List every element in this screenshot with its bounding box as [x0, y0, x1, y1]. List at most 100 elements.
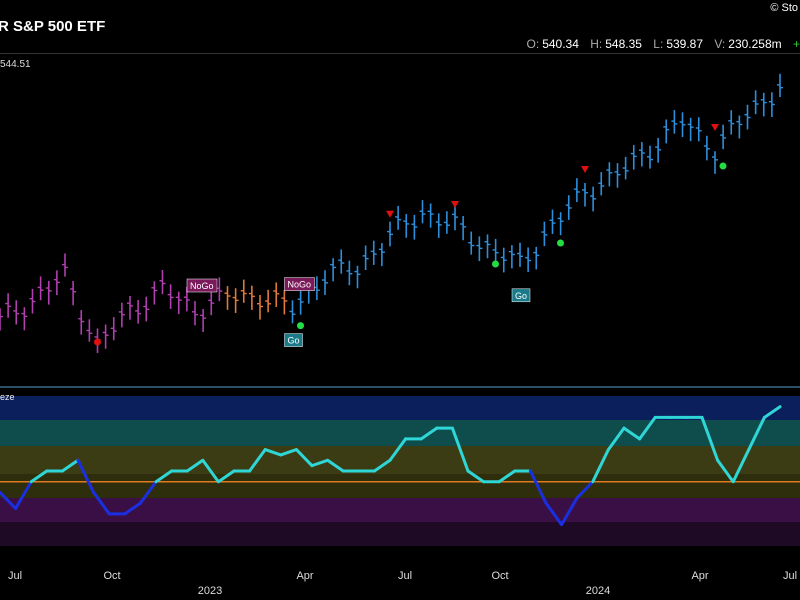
ohlc-readout: O: 540.34 H: 548.35 L: 539.87 V: 230.258m +: [519, 37, 800, 51]
oscillator-segment: [731, 448, 751, 484]
price-bar: [736, 115, 743, 139]
price-bar: [411, 214, 418, 240]
price-bar: [322, 270, 328, 295]
price-bar: [110, 317, 117, 341]
oscillator-label: eze: [0, 392, 15, 402]
regime-label-box: [511, 288, 531, 303]
price-bar: [419, 200, 426, 224]
price-bar: [452, 205, 458, 231]
price-bar: [671, 110, 678, 134]
price-bar: [216, 277, 223, 302]
price-bar: [257, 295, 263, 320]
price-bar: [395, 205, 402, 230]
regime-labels: NoGo NoGo Go Go: [186, 277, 531, 347]
price-bar: [427, 203, 434, 228]
price-bar: [598, 172, 605, 196]
oscillator-segment: [138, 480, 158, 505]
oscillator-segment: [310, 458, 330, 468]
price-bar: [614, 163, 621, 188]
price-bar: [760, 92, 767, 117]
oscillator-segment: [544, 501, 564, 527]
price-bar: [777, 73, 783, 98]
price-bar: [435, 213, 442, 238]
price-bar: [484, 234, 491, 259]
oscillator-segment: [716, 458, 735, 484]
price-bar: [557, 212, 564, 236]
regime-label-box: [284, 333, 303, 347]
price-bar: [525, 247, 532, 273]
price-bar: [590, 186, 597, 212]
price-bar: [720, 124, 727, 150]
change-value: +: [792, 37, 800, 51]
oscillator-band-4: [0, 498, 800, 522]
price-bar: [460, 215, 467, 241]
red-triangle-marker: [386, 210, 394, 218]
price-bar: [679, 112, 686, 138]
price-bar: [21, 307, 28, 331]
green-dot-marker: [297, 322, 304, 330]
price-bar: [265, 289, 272, 313]
oscillator-band-5: [0, 522, 800, 546]
price-bar: [622, 156, 629, 180]
price-bar: [752, 90, 759, 115]
oscillator-segment: [497, 469, 517, 484]
price-bar: [695, 117, 702, 142]
price-bar: [638, 142, 645, 167]
oscillator-segment: [29, 469, 49, 484]
price-bar: [378, 243, 385, 267]
price-bar: [13, 300, 20, 325]
price-bar: [289, 300, 296, 324]
oscillator-segment: [263, 448, 283, 457]
price-bar: [281, 290, 288, 315]
x-tick-label: Apr: [296, 570, 314, 582]
price-bar: [744, 104, 751, 130]
price-bar: [330, 258, 337, 282]
price-bar: [663, 119, 670, 144]
price-bar: [86, 319, 93, 342]
price-bar: [768, 92, 775, 117]
high-key: H:: [590, 37, 603, 51]
price-bar: [53, 270, 60, 296]
regime-label-text: Go: [515, 291, 527, 301]
oscillator-segment: [294, 448, 314, 468]
oscillator-band-3: [0, 474, 800, 498]
price-bar: [606, 162, 613, 187]
oscillator-segment: [762, 405, 782, 419]
price-bar: [143, 296, 150, 322]
oscillator-segment: [0, 490, 18, 510]
oscillator-segment: [388, 437, 408, 462]
price-bar: [573, 178, 580, 203]
price-bar: [70, 281, 77, 306]
price-bar: [151, 281, 158, 305]
green-dot-marker: [557, 239, 564, 247]
regime-label-text: Go: [288, 336, 300, 346]
x-tick-label: Apr: [691, 570, 709, 582]
price-bar: [687, 117, 694, 142]
price-bar: [127, 295, 133, 320]
price-bar: [703, 135, 710, 161]
price-bar: [192, 301, 198, 326]
x-tick-label: Jul: [397, 570, 413, 582]
price-bar: [200, 308, 207, 333]
panel-backgrounds: [0, 386, 800, 546]
x-tick-label: Oct: [103, 570, 121, 582]
price-bar: [476, 236, 483, 262]
price-bar: [728, 110, 735, 135]
price-bar: [118, 302, 125, 328]
oscillator-band-2: [0, 446, 800, 474]
price-bar: [78, 310, 85, 335]
low-key: L:: [653, 37, 664, 51]
price-bar: [232, 288, 239, 313]
header-divider: [0, 53, 800, 54]
red-triangle-marker: [451, 201, 459, 208]
price-bar: [159, 270, 166, 295]
price-bars: [0, 73, 783, 353]
price-bar: [0, 308, 3, 331]
open-key: O:: [526, 37, 540, 51]
oscillator-segment: [154, 469, 174, 484]
price-bar: [549, 209, 556, 234]
oscillator-segment: [606, 426, 626, 452]
price-bar: [517, 242, 523, 267]
price-bar: [346, 260, 353, 286]
brand-watermark: © Sto: [770, 2, 798, 14]
